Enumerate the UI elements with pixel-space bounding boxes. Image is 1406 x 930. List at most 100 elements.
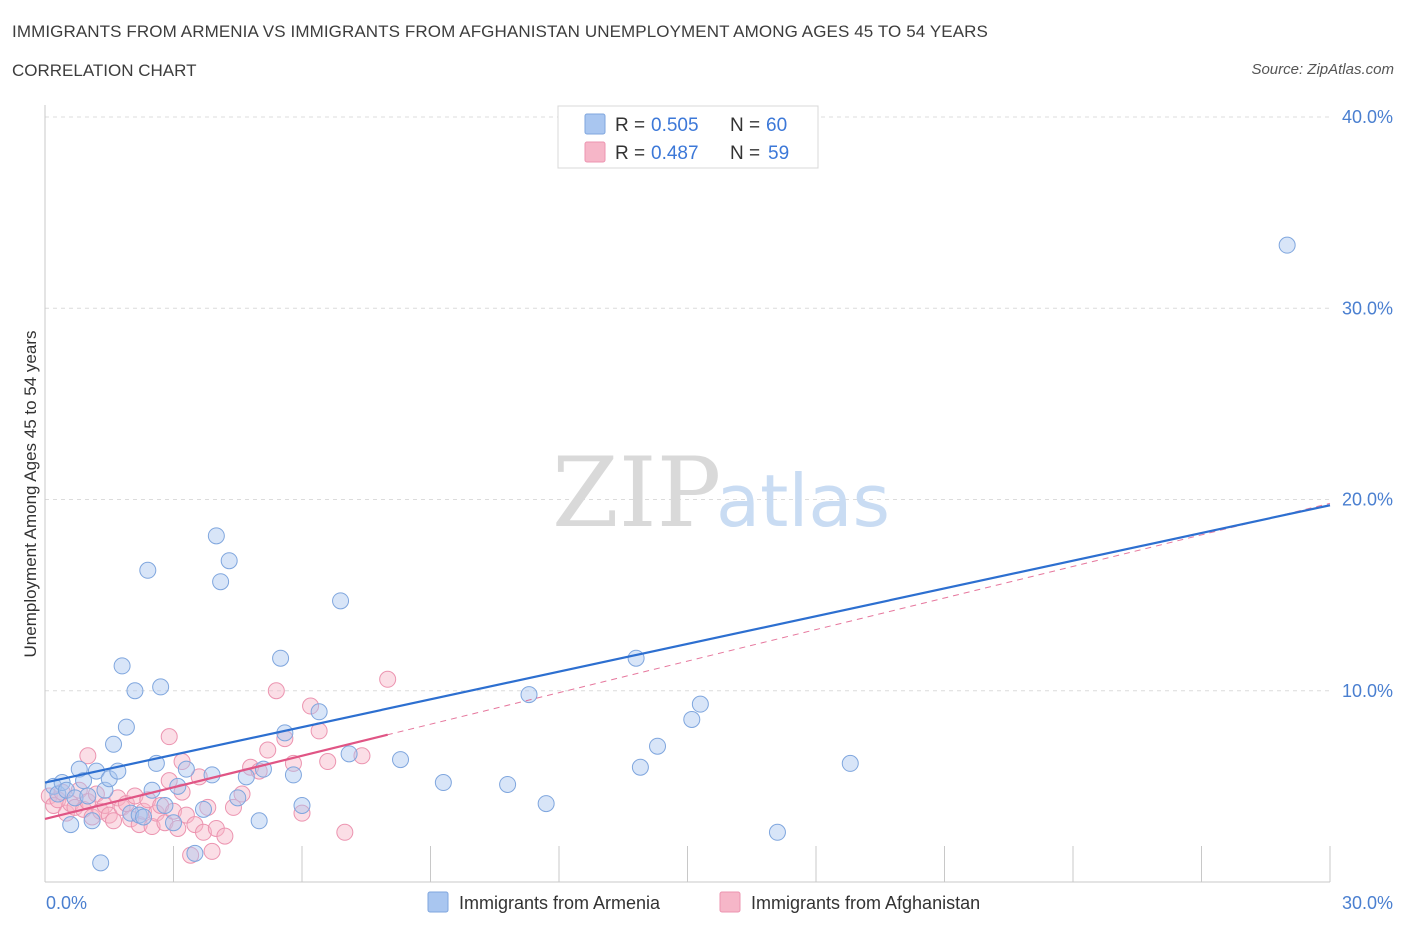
armenia-trend-line bbox=[44, 504, 1331, 784]
armenia-point bbox=[83, 812, 101, 830]
y-tick-labels: 10.0% 20.0% 30.0% 40.0% bbox=[1342, 107, 1393, 701]
armenia-point bbox=[139, 561, 157, 579]
afghanistan-point bbox=[267, 682, 285, 700]
y-axis-label: Unemployment Among Ages 45 to 54 years bbox=[21, 331, 40, 658]
axes bbox=[44, 105, 1331, 883]
series-legend: Immigrants from Armenia Immigrants from … bbox=[427, 891, 980, 913]
armenia-point bbox=[194, 800, 212, 818]
afghanistan-point bbox=[259, 741, 277, 759]
armenia-point bbox=[649, 737, 667, 755]
x-tick-label-0: 0.0% bbox=[46, 893, 87, 913]
afghanistan-point bbox=[177, 806, 195, 824]
armenia-point bbox=[126, 682, 144, 700]
afghanistan-point bbox=[199, 798, 217, 816]
legend-n-value-afghanistan: 59 bbox=[768, 143, 789, 164]
armenia-point bbox=[250, 812, 268, 830]
y-tick-label-2: 30.0% bbox=[1342, 298, 1393, 318]
stats-legend: R = 0.505 N = 60 R = 0.487 N = 59 bbox=[557, 105, 819, 169]
armenia-point bbox=[537, 795, 555, 813]
legend-n-label-armenia: N = bbox=[730, 115, 760, 136]
legend-n-value-armenia: 60 bbox=[766, 115, 787, 136]
y-tick-label-1: 20.0% bbox=[1342, 490, 1393, 510]
bottom-legend-armenia: Immigrants from Armenia bbox=[459, 893, 661, 913]
afghanistan-point bbox=[302, 697, 320, 715]
bottom-legend-swatch-armenia bbox=[427, 891, 449, 913]
armenia-point bbox=[683, 710, 701, 728]
afghanistan-point bbox=[79, 747, 97, 765]
armenia-point bbox=[332, 592, 350, 610]
armenia-point bbox=[631, 758, 649, 776]
legend-r-label-afghanistan: R = bbox=[615, 143, 645, 164]
armenia-point bbox=[392, 751, 410, 769]
armenia-point bbox=[691, 695, 709, 713]
afghanistan-point bbox=[130, 816, 148, 834]
afghanistan-point bbox=[40, 787, 58, 805]
afghanistan-point bbox=[105, 812, 123, 830]
afghanistan-point bbox=[83, 808, 101, 826]
legend-swatch-armenia bbox=[584, 113, 606, 135]
afghanistan-point bbox=[353, 747, 371, 765]
y-tick-label-0: 10.0% bbox=[1342, 681, 1393, 701]
afghanistan-point bbox=[203, 842, 221, 860]
afghanistan-point bbox=[379, 670, 397, 688]
armenia-point bbox=[70, 760, 88, 778]
armenia-point bbox=[156, 797, 174, 814]
chart-subtitle: CORRELATION CHART bbox=[12, 61, 197, 80]
legend-r-value-armenia: 0.505 bbox=[651, 115, 699, 136]
armenia-point bbox=[841, 754, 859, 772]
armenia-point bbox=[627, 649, 645, 667]
armenia-point bbox=[520, 686, 538, 704]
x-tick-label-1: 30.0% bbox=[1342, 893, 1393, 913]
armenia-point bbox=[122, 804, 140, 822]
afghanistan-point bbox=[70, 781, 88, 799]
armenia-point bbox=[207, 527, 225, 545]
armenia-point bbox=[105, 735, 123, 753]
armenia-point bbox=[62, 816, 80, 834]
armenia-point bbox=[79, 787, 97, 805]
armenia-point bbox=[165, 814, 182, 832]
armenia-point bbox=[49, 785, 67, 803]
armenia-point bbox=[434, 774, 452, 792]
bottom-legend-swatch-afghanistan bbox=[719, 891, 741, 913]
x-tick-labels: 0.0% 30.0% bbox=[46, 893, 1393, 913]
afghanistan-point bbox=[160, 728, 178, 746]
armenia-point bbox=[284, 766, 302, 784]
afghanistan-point bbox=[122, 810, 140, 828]
armenia-point bbox=[130, 806, 148, 824]
afghanistan-point bbox=[319, 753, 337, 771]
armenia-point bbox=[212, 573, 230, 591]
armenia-point bbox=[113, 657, 131, 675]
y-tick-label-3: 40.0% bbox=[1342, 107, 1393, 127]
armenia-point bbox=[272, 649, 290, 667]
armenia-point bbox=[92, 854, 110, 872]
afghanistan-point bbox=[224, 798, 242, 816]
armenia-point bbox=[293, 797, 311, 814]
afghanistan-trend-line bbox=[44, 733, 388, 820]
armenia-point bbox=[340, 745, 358, 763]
afghanistan-point bbox=[49, 791, 67, 809]
armenia-point bbox=[96, 781, 114, 799]
armenia-point bbox=[177, 760, 195, 778]
trend-lines bbox=[44, 502, 1331, 820]
armenia-point bbox=[1278, 236, 1296, 254]
armenia-point bbox=[135, 808, 153, 826]
source-label: Source: ZipAtlas.com bbox=[1251, 61, 1394, 78]
afghanistan-point bbox=[87, 785, 105, 803]
afghanistan-point bbox=[216, 827, 234, 845]
legend-swatch-afghanistan bbox=[584, 141, 606, 163]
armenia-point bbox=[66, 789, 84, 807]
armenia-point bbox=[310, 703, 328, 721]
armenia-point bbox=[117, 718, 135, 736]
afghanistan-point bbox=[182, 846, 200, 864]
armenia-point bbox=[499, 775, 517, 793]
armenia-point bbox=[768, 823, 786, 841]
armenia-point bbox=[152, 678, 170, 696]
legend-r-label-armenia: R = bbox=[615, 115, 645, 136]
watermark-zip: ZIP bbox=[552, 437, 721, 549]
legend-r-value-afghanistan: 0.487 bbox=[651, 143, 699, 164]
chart-title: IMMIGRANTS FROM ARMENIA VS IMMIGRANTS FR… bbox=[12, 22, 988, 41]
legend-n-label-afghanistan: N = bbox=[730, 143, 760, 164]
afghanistan-point bbox=[336, 823, 354, 841]
armenia-point bbox=[203, 766, 221, 784]
